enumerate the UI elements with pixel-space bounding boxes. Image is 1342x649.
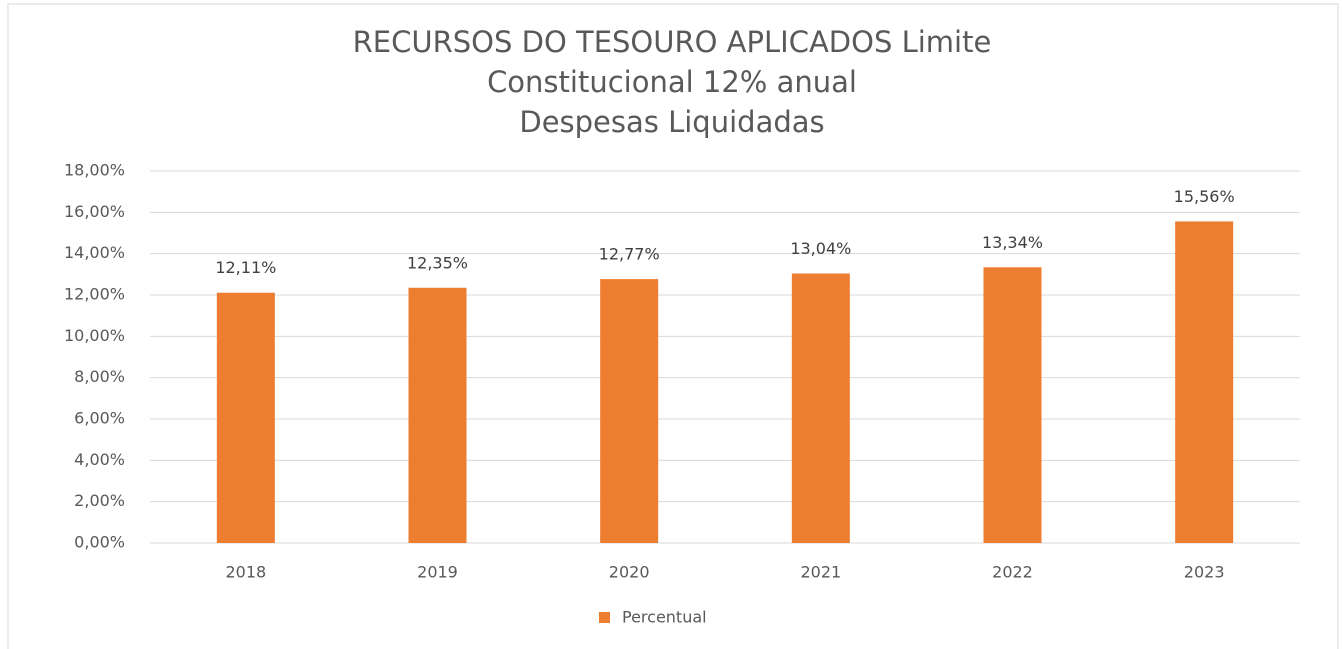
bar — [983, 267, 1042, 543]
data-label: 13,34% — [982, 233, 1043, 252]
x-tick-label: 2020 — [609, 563, 650, 582]
legend-label: Percentual — [622, 608, 707, 627]
chart-title: Constitucional 12% anual — [487, 65, 857, 99]
y-tick-label: 8,00% — [74, 367, 125, 386]
data-label: 15,56% — [1174, 187, 1235, 206]
y-tick-label: 0,00% — [74, 533, 125, 552]
y-tick-label: 2,00% — [74, 491, 125, 510]
y-tick-label: 6,00% — [74, 409, 125, 428]
bar — [1175, 221, 1234, 543]
x-tick-label: 2019 — [417, 563, 458, 582]
chart-title: Despesas Liquidadas — [519, 105, 824, 139]
bar — [216, 292, 275, 543]
chart-frame — [7, 3, 1339, 649]
x-tick-label: 2021 — [800, 563, 841, 582]
data-label: 12,11% — [215, 258, 276, 277]
bar — [600, 279, 659, 543]
y-tick-label: 16,00% — [64, 202, 125, 221]
x-tick-label: 2022 — [992, 563, 1033, 582]
y-tick-label: 14,00% — [64, 243, 125, 262]
y-tick-label: 18,00% — [64, 161, 125, 180]
bar — [791, 273, 850, 543]
legend-swatch — [599, 612, 610, 623]
data-label: 13,04% — [790, 239, 851, 258]
bar — [408, 287, 467, 543]
data-label: 12,35% — [407, 253, 468, 272]
y-tick-label: 4,00% — [74, 450, 125, 469]
y-tick-label: 10,00% — [64, 326, 125, 345]
x-tick-label: 2018 — [225, 563, 266, 582]
x-tick-label: 2023 — [1184, 563, 1225, 582]
y-tick-label: 12,00% — [64, 285, 125, 304]
data-label: 12,77% — [599, 245, 660, 264]
chart-title: RECURSOS DO TESOURO APLICADOS Limite — [353, 25, 992, 59]
